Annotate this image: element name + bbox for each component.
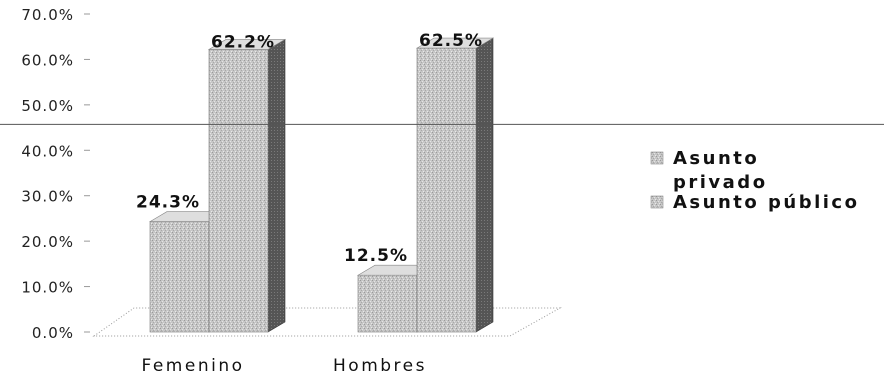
data-label: 62.5% — [419, 31, 483, 51]
bar-top — [415, 37, 495, 49]
bar-front — [208, 49, 269, 333]
chart-floor — [92, 307, 562, 337]
y-tick-label: 60.0% — [21, 51, 74, 69]
bar-front — [149, 221, 210, 333]
x-category-label: Femenino — [142, 356, 245, 376]
data-label: 24.3% — [136, 193, 200, 213]
bar-top — [207, 39, 287, 50]
bar-side — [267, 38, 286, 333]
y-tick-label: 40.0% — [21, 142, 74, 160]
y-tick-label: 50.0% — [21, 97, 74, 115]
legend-swatch — [650, 151, 664, 165]
legend-label: Asunto privado — [673, 148, 768, 193]
data-label: 12.5% — [344, 246, 408, 266]
x-category-label: Hombres — [333, 356, 427, 376]
y-tick-label: 20.0% — [21, 233, 74, 251]
bar-front — [416, 47, 477, 333]
y-tick-label: 30.0% — [21, 188, 74, 206]
y-tick-label: 0.0% — [32, 324, 74, 342]
legend-label: Asunto público — [673, 192, 859, 213]
y-tick-label: 70.0% — [21, 6, 74, 24]
y-tick-label: 10.0% — [21, 279, 74, 297]
bar — [415, 37, 495, 333]
bar-side — [475, 37, 494, 333]
bar-front — [357, 274, 418, 333]
data-label: 62.2% — [211, 32, 275, 52]
bar — [207, 38, 287, 333]
legend-swatch — [650, 195, 664, 209]
